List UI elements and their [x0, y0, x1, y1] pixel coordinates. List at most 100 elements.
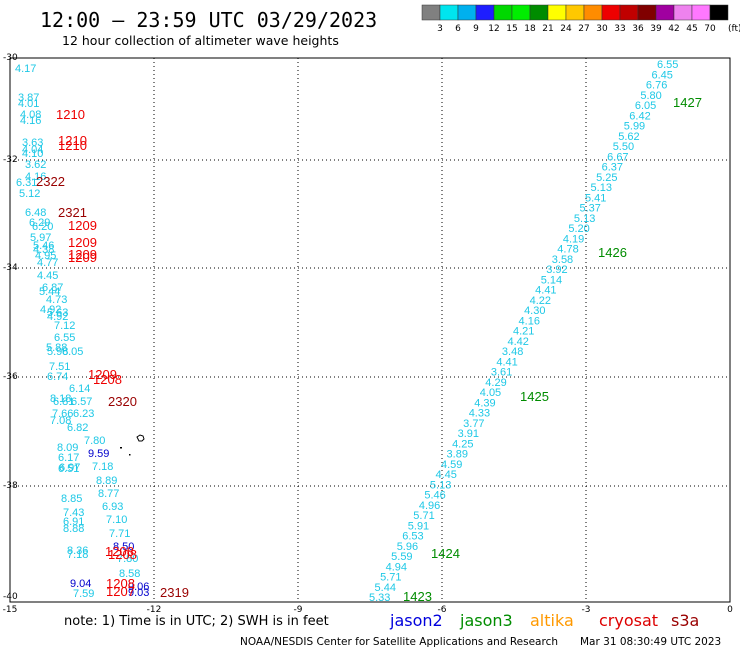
satellite-label: s3a	[671, 611, 699, 630]
wave-height-value-high: 8.50	[113, 541, 134, 553]
pass-time-label: 1209	[88, 367, 117, 382]
wave-height-value: 5.41	[585, 192, 606, 204]
wave-height-value: 7.18	[67, 549, 88, 561]
wave-height-value: 7.59	[73, 588, 94, 600]
wave-height-value: 3.61	[491, 367, 512, 379]
wave-height-value-high: 9.03	[128, 587, 149, 599]
wave-height-value: 7.12	[54, 320, 75, 332]
legend-tick-label: 6	[455, 24, 461, 34]
wave-height-value: 4.05	[480, 387, 501, 399]
wave-height-value: 7.66	[52, 408, 73, 420]
pass-time-label: 1208	[108, 547, 137, 562]
wave-height-value: 8.77	[98, 488, 119, 500]
footer-credit: NOAA/NESDIS Center for Satellite Applica…	[240, 636, 558, 648]
lon-label: -15	[3, 605, 18, 615]
wave-height-value: 7.80	[84, 435, 105, 447]
legend-tick-label: 24	[560, 24, 572, 34]
wave-height-value: 4.41	[496, 356, 517, 368]
wave-height-value: 4.92	[47, 311, 68, 323]
wave-height-value: 3.58	[552, 254, 573, 266]
wave-height-value: 4.95	[35, 250, 56, 262]
wave-height-value: 5.13	[591, 182, 612, 194]
legend-swatch	[457, 4, 477, 21]
wave-height-value: 6.93	[102, 501, 123, 513]
plot-grid	[10, 58, 730, 602]
wave-height-value: 5.44	[375, 582, 396, 594]
legend-tick-label: 3	[437, 24, 443, 34]
wave-height-value: 4.92	[40, 304, 61, 316]
wave-height-value: 7.43	[63, 507, 84, 519]
wave-height-value: 7.10	[106, 514, 127, 526]
wave-height-value-high: 9.59	[88, 448, 109, 460]
wave-height-value: 5.98	[47, 346, 68, 358]
lat-label: -32	[3, 155, 18, 165]
legend-tick-label: (ft)	[728, 24, 740, 34]
wave-height-value: 6.55	[657, 59, 678, 71]
wave-height-value: 3.91	[458, 428, 479, 440]
island-outline	[136, 434, 145, 442]
wave-height-value: 5.20	[568, 223, 589, 235]
wave-height-value: 6.29	[29, 217, 50, 229]
pass-time-label: 2321	[58, 205, 87, 220]
wave-height-value: 7.80	[117, 553, 138, 565]
wave-height-value: 6.23	[73, 408, 94, 420]
satellite-label: jason2	[389, 611, 443, 630]
satellite-legend: jason2 jason3 altika cryosat s3a	[389, 611, 699, 630]
wave-height-value: 5.50	[613, 141, 634, 153]
wave-height-value-high: 9.04	[70, 578, 91, 590]
pass-time-label: 2319	[160, 585, 189, 600]
lon-label: -12	[147, 605, 162, 615]
map-title: 12:00 – 23:59 UTC 03/29/2023	[40, 8, 377, 32]
wave-height-value: 4.16	[25, 171, 46, 183]
wave-height-value: 4.30	[524, 305, 545, 317]
wave-height-value: 7.51	[49, 361, 70, 373]
legend-swatch	[421, 4, 441, 21]
wave-height-value: 8.89	[96, 475, 117, 487]
wave-height-value: 6.05	[635, 100, 656, 112]
wave-height-value: 6.45	[651, 69, 672, 81]
legend-tick-label: 12	[488, 24, 499, 34]
legend-swatch	[619, 4, 639, 21]
wave-height-value: 4.59	[441, 459, 462, 471]
wave-height-value: 4.29	[485, 377, 506, 389]
wave-height-value: 6.53	[402, 531, 423, 543]
satellite-label: altika	[530, 611, 574, 630]
legend-swatch	[565, 4, 585, 21]
wave-height-value: 6.81	[53, 396, 74, 408]
wave-height-value: 4.10	[22, 148, 43, 160]
legend-tick-label: 9	[473, 24, 479, 34]
wave-height-value: 4.45	[435, 469, 456, 481]
legend-tick-label: 27	[578, 24, 589, 34]
wave-height-value: 6.91	[63, 516, 84, 528]
legend-tick-label: 18	[524, 24, 536, 34]
wave-height-value: 5.37	[579, 203, 600, 215]
legend-tick-label: 36	[632, 24, 644, 34]
wave-height-value: 4.19	[563, 233, 584, 245]
wave-height-value: 7.08	[50, 415, 71, 427]
wave-height-value: 8.58	[119, 568, 140, 580]
pass-time-label: 1208	[106, 576, 135, 591]
wave-height-value: 8.18	[50, 393, 71, 405]
wave-height-value: 6.31	[16, 177, 37, 189]
footer-timestamp: Mar 31 08:30:49 UTC 2023	[580, 636, 721, 648]
wave-height-value: 3.89	[447, 449, 468, 461]
wave-height-value: 5.91	[408, 520, 429, 532]
wave-height-value: 4.21	[513, 326, 534, 338]
legend-swatch	[529, 4, 549, 21]
wave-height-value: 5.46	[424, 490, 445, 502]
units-note: note: 1) Time is in UTC; 2) SWH is in fe…	[64, 614, 329, 629]
wave-height-value: 3.87	[18, 92, 39, 104]
wave-height-value: 6.51	[58, 463, 79, 475]
pass-time-label: 1209	[68, 235, 97, 250]
wave-height-value: 5.96	[397, 541, 418, 553]
wave-height-value: 4.42	[507, 336, 528, 348]
wave-height-value: 6.42	[629, 110, 650, 122]
pass-time-label: 1208	[93, 372, 122, 387]
legend-tick-label: 39	[650, 24, 662, 34]
wave-height-value: 4.94	[386, 561, 407, 573]
plot-frame	[9, 57, 731, 603]
wave-height-value: 4.16	[20, 115, 41, 127]
wave-height-value: 8.88	[63, 523, 84, 535]
lat-label: -40	[3, 592, 18, 602]
